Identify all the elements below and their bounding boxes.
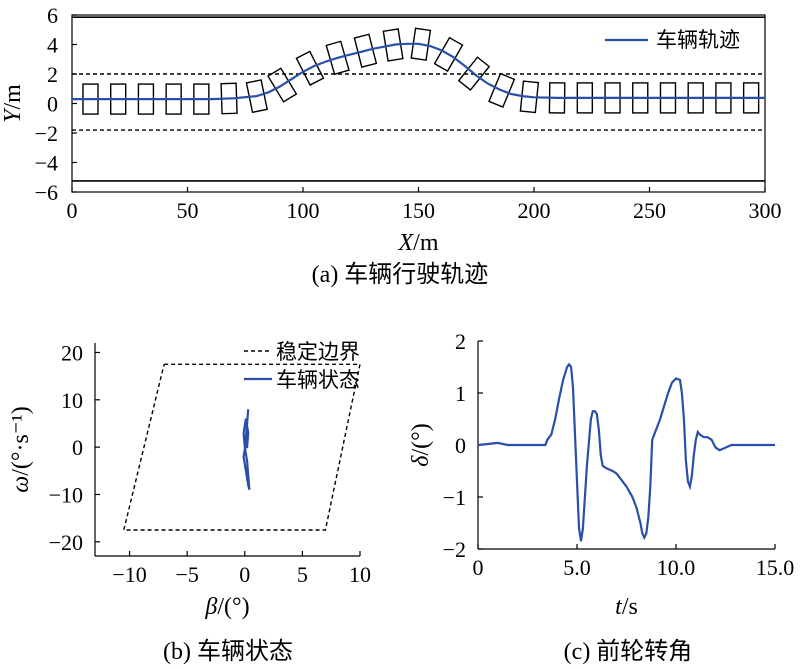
x-axis-label-var: β [204,594,217,620]
x-axis-label-unit: /(°) [217,594,249,620]
x-axis-label: X/m [397,230,438,256]
y-axis-label-unit: /(°·s⁻¹) [8,406,34,475]
x-axis-label-var: t [615,594,623,620]
legend-label-boundary: 稳定边界 [276,340,360,364]
x-axis-label-unit: /s [622,594,638,620]
y-tick-label: 20 [61,340,83,365]
x-tick-label: 15.0 [756,555,795,580]
x-tick-label: 50 [177,198,199,223]
y-tick-label: 2 [47,62,58,87]
panel-c: 0 5.0 10.0 15.0 2 1 0 −1 −2 t/s δ/(°) (c) 前轮转角 [408,329,794,665]
y-axis-label-var: ω [8,476,34,493]
y-tick-label: 1 [455,381,466,406]
caption: (b) 车辆状态 [163,638,293,665]
x-tick-label: 5 [297,562,308,587]
x-tick-label: 10.0 [657,555,696,580]
x-tick-label: 0 [473,555,484,580]
x-tick-label: 0 [67,198,78,223]
caption: (c) 前轮转角 [564,638,693,665]
y-tick-label: 0 [455,433,466,458]
steering-angle-line [477,362,775,542]
x-tick-label: −5 [175,562,198,587]
y-tick-label: −10 [49,482,83,507]
caption: (a) 车辆行驶轨迹 [312,261,489,288]
y-tick-label: −20 [49,530,83,555]
panel-a: 0 50 100 150 200 250 3006420−2−4−6车辆轨迹X/mY/m(a… [0,3,782,288]
y-axis-label: δ/(°) [408,423,434,466]
x-axis-label: β/(°) [204,594,249,620]
y-axis-label: Y/m [0,84,26,123]
y-tick-label: −6 [35,180,58,205]
y-tick-label: 0 [47,92,58,117]
y-tick-label: −1 [443,485,466,510]
y-tick-label: −2 [443,537,466,562]
y-tick-label: 6 [47,3,58,28]
x-tick-label: 100 [287,198,320,223]
x-axis-label-var: X [397,230,414,256]
y-tick-label: 2 [455,329,466,354]
y-axis-label-unit: /m [0,84,26,110]
y-tick-label: 10 [61,388,83,413]
x-axis-label: t/s [615,594,638,620]
x-tick-label: 5.0 [563,555,591,580]
legend-label: 车辆轨迹 [656,28,740,52]
x-tick-label: −10 [112,562,146,587]
x-axis-label-unit: /m [413,230,439,256]
y-axis-label: ω/(°·s⁻¹) [8,406,34,492]
vehicle-state-line [242,409,251,490]
x-tick-label: 200 [518,198,551,223]
y-tick-label: −4 [35,151,58,176]
y-axis-label-var: δ [408,455,434,467]
y-tick-label: 4 [47,33,58,58]
x-tick-label: 300 [749,198,782,223]
trajectory-line [72,42,765,101]
x-tick-label: 150 [402,198,435,223]
x-tick-label: 10 [349,562,371,587]
y-axis-label-var: Y [0,107,26,123]
stability-boundary [122,363,361,531]
y-axis-label-unit: /(°) [408,423,434,455]
x-tick-label: 250 [633,198,666,223]
x-tick-label: 0 [239,562,250,587]
legend-label-state: 车辆状态 [276,368,360,392]
y-tick-label: 0 [72,435,83,460]
y-tick-label: −2 [35,121,58,146]
